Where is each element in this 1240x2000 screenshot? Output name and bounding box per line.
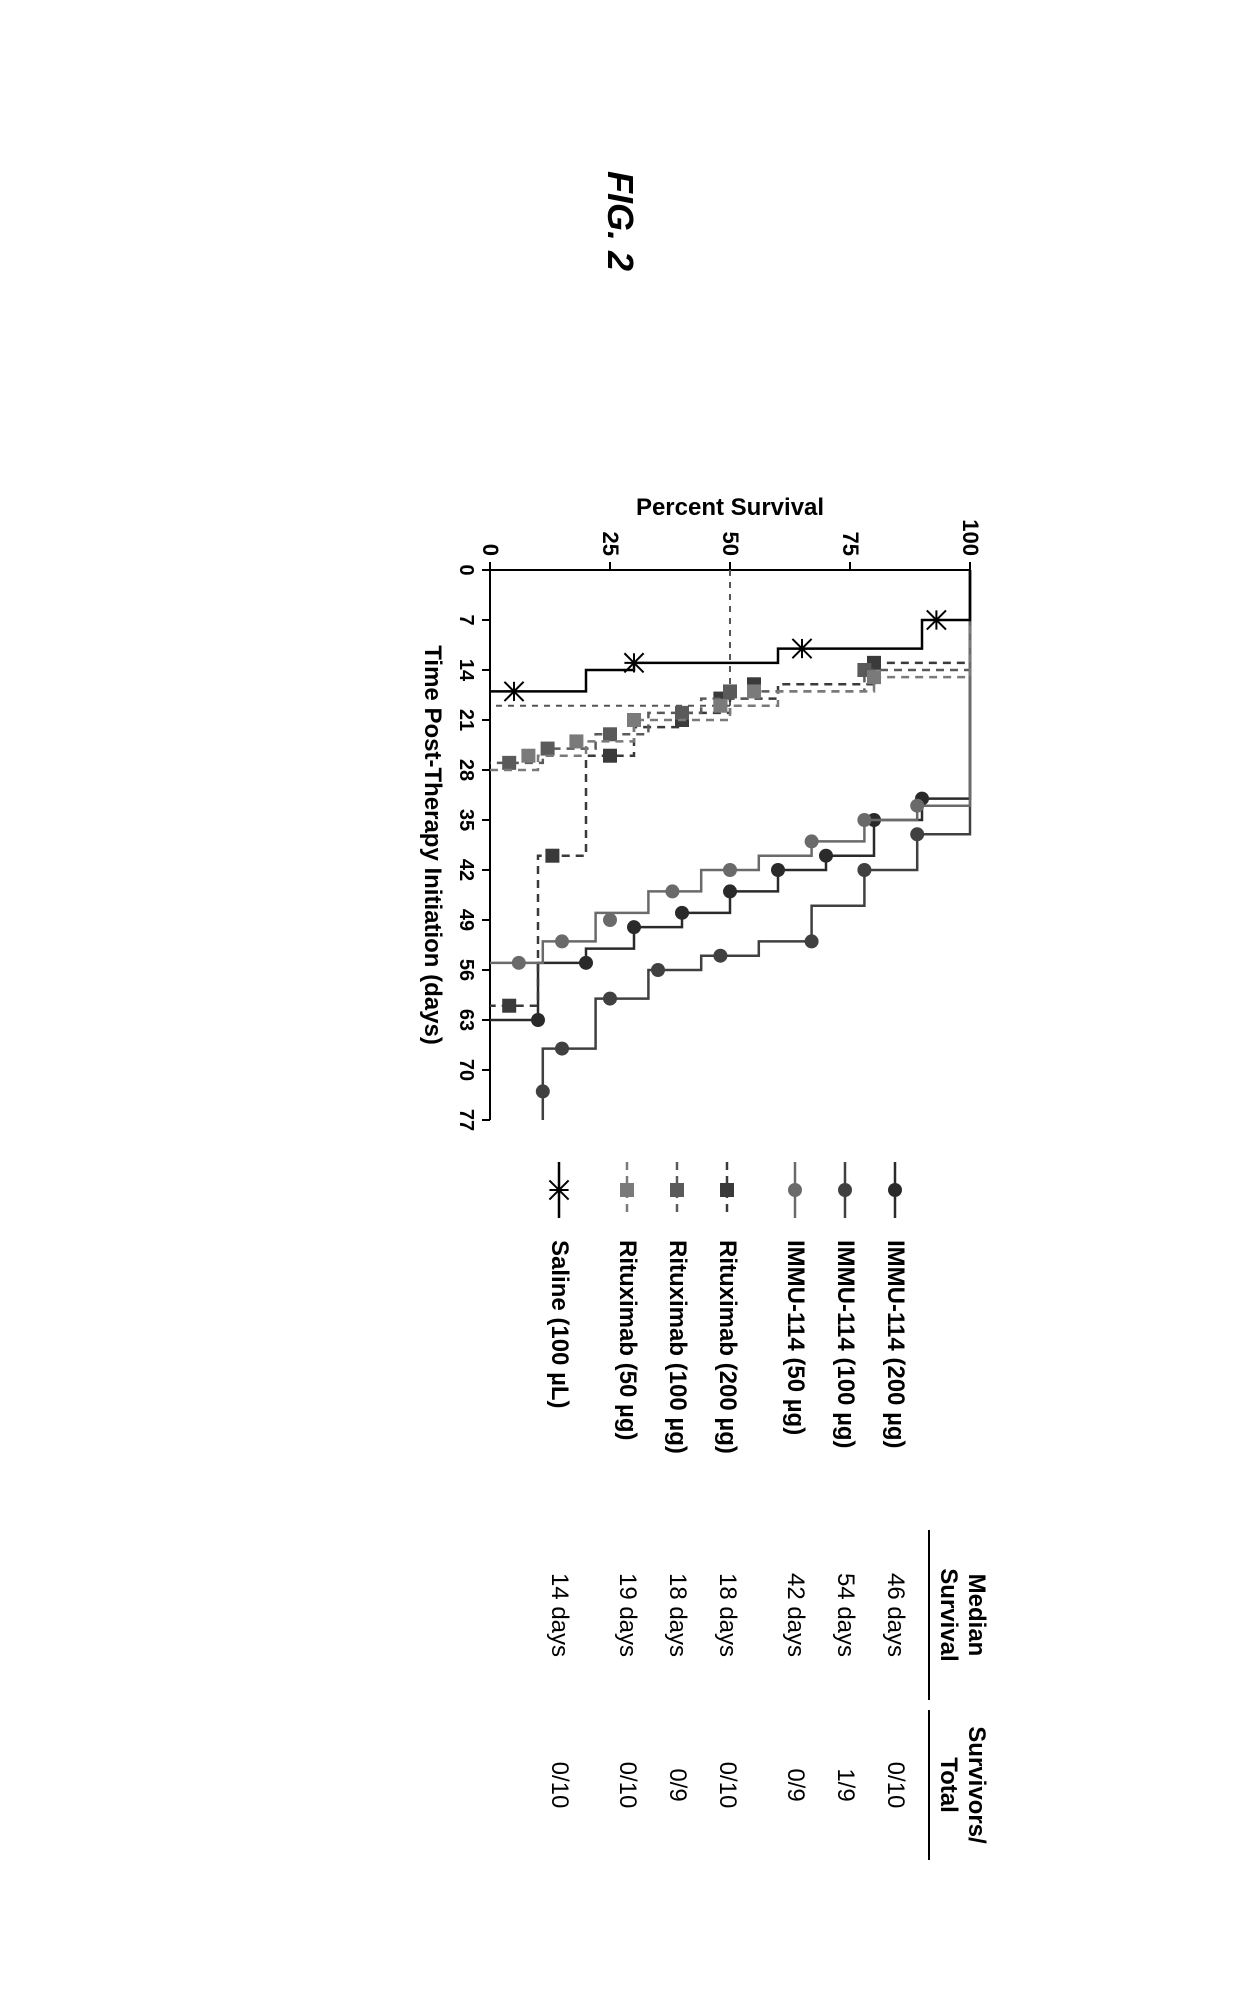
- legend-swatch-immu114_200: [880, 1160, 910, 1220]
- legend-row-ritux_100: Rituximab (100 µg) 18 days 0/9: [652, 1160, 702, 1980]
- legend-swatch-ritux_100: [662, 1160, 692, 1220]
- legend-median: 42 days: [781, 1530, 809, 1700]
- legend-label: Rituximab (50 µg): [613, 1240, 641, 1520]
- figure-title: FIG. 2: [599, 171, 641, 271]
- legend-swatch-ritux_50: [612, 1160, 642, 1220]
- legend-label: IMMU-114 (100 µg): [831, 1240, 859, 1520]
- svg-text:100: 100: [958, 519, 983, 556]
- legend-header-survivors: Survivors/ Total: [928, 1710, 990, 1860]
- svg-text:63: 63: [455, 1009, 477, 1031]
- svg-text:42: 42: [455, 859, 477, 881]
- legend-survivors: 0/9: [663, 1710, 691, 1860]
- legend-row-ritux_50: Rituximab (50 µg) 19 days 0/10: [602, 1160, 652, 1980]
- legend-label: IMMU-114 (50 µg): [781, 1240, 809, 1520]
- legend-label: Rituximab (100 µg): [663, 1240, 691, 1520]
- svg-text:7: 7: [455, 614, 477, 625]
- legend-row-immu114_50: IMMU-114 (50 µg) 42 days 0/9: [770, 1160, 820, 1980]
- legend-median: 46 days: [881, 1530, 909, 1700]
- legend-median: 18 days: [713, 1530, 741, 1700]
- legend-median: 54 days: [831, 1530, 859, 1700]
- svg-text:Percent Survival: Percent Survival: [636, 494, 824, 521]
- legend-survivors: 0/9: [781, 1710, 809, 1860]
- legend-survivors: 1/9: [831, 1710, 859, 1860]
- legend-swatch-immu114_100: [830, 1160, 860, 1220]
- legend-survivors: 0/10: [881, 1710, 909, 1860]
- svg-text:77: 77: [455, 1109, 477, 1131]
- legend-median: 18 days: [663, 1530, 691, 1700]
- legend-row-ritux_200: Rituximab (200 µg) 18 days 0/10: [702, 1160, 752, 1980]
- legend-swatch-ritux_200: [712, 1160, 742, 1220]
- legend-row-immu114_200: IMMU-114 (200 µg) 46 days 0/10: [870, 1160, 920, 1980]
- svg-text:35: 35: [455, 809, 477, 831]
- svg-text:56: 56: [455, 959, 477, 981]
- svg-text:21: 21: [455, 709, 477, 731]
- legend-header: Median Survival Survivors/ Total: [928, 1160, 990, 1980]
- legend: Median Survival Survivors/ Total IMMU-11…: [534, 1160, 990, 1980]
- svg-text:28: 28: [455, 759, 477, 781]
- svg-text:75: 75: [838, 532, 863, 556]
- legend-survivors: 0/10: [713, 1710, 741, 1860]
- svg-text:0: 0: [455, 564, 477, 575]
- svg-text:70: 70: [455, 1059, 477, 1081]
- legend-median: 14 days: [545, 1530, 573, 1700]
- legend-survivors: 0/10: [545, 1710, 573, 1860]
- chart-svg: 0 25 50 75 100 0 7 14 21 28 35 42 49 56 63 70 77 Time Pos…: [370, 500, 990, 1200]
- legend-label: Rituximab (200 µg): [713, 1240, 741, 1520]
- legend-survivors: 0/10: [613, 1710, 641, 1860]
- legend-swatch-saline: [544, 1160, 574, 1220]
- legend-swatch-immu114_50: [780, 1160, 810, 1220]
- survival-chart: 02550751000714212835424956637077Time Pos…: [490, 500, 990, 1100]
- svg-text:Time Post-Therapy Initiation (: Time Post-Therapy Initiation (days): [419, 645, 446, 1045]
- legend-row-saline: Saline (100 µL) 14 days 0/10: [534, 1160, 584, 1980]
- svg-text:14: 14: [455, 659, 477, 682]
- legend-median: 19 days: [613, 1530, 641, 1700]
- svg-text:49: 49: [455, 909, 477, 931]
- legend-label: IMMU-114 (200 µg): [881, 1240, 909, 1520]
- figure-canvas: 0 25 50 75 100 0 7 14 21 28 35 42 49 56 63 70 77 Time Pos…: [170, 400, 1070, 2000]
- svg-text:0: 0: [478, 544, 503, 556]
- legend-label: Saline (100 µL): [545, 1240, 573, 1520]
- svg-text:50: 50: [718, 532, 743, 556]
- svg-text:25: 25: [598, 532, 623, 556]
- legend-header-median: Median Survival: [928, 1530, 990, 1700]
- legend-row-immu114_100: IMMU-114 (100 µg) 54 days 1/9: [820, 1160, 870, 1980]
